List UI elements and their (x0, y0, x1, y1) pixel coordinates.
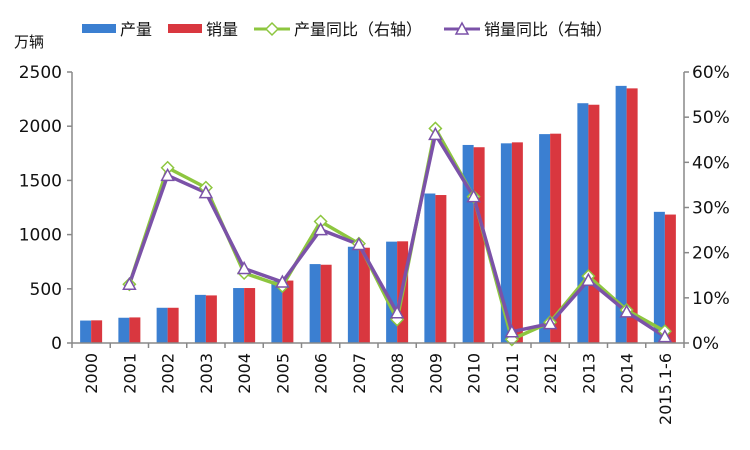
x-tick-label: 2004 (235, 353, 254, 394)
marker-sales-yoy-2009 (428, 126, 443, 141)
bar-production-2004 (233, 288, 245, 343)
bar-production-2007 (347, 246, 359, 343)
legend-swatch (168, 24, 202, 33)
left-tick-label: 2500 (19, 63, 62, 83)
bar-sales-2004 (244, 288, 256, 343)
legend-label: 产量 (120, 20, 152, 39)
marker-sales-yoy-2012 (542, 316, 558, 330)
bar-production-2006 (309, 264, 321, 343)
marker-sales-yoy-2014 (619, 304, 634, 318)
marker-sales-yoy-2007 (351, 236, 367, 251)
bar-sales-2012 (550, 133, 562, 343)
marker-sales-yoy-2010 (466, 189, 481, 203)
bar-production-2003 (194, 294, 206, 343)
legend-label: 销量 (206, 20, 238, 39)
x-tick-label: 2010 (465, 353, 484, 394)
bar-sales-2010 (473, 147, 485, 343)
legend-label: 产量同比（右轴） (294, 20, 422, 39)
marker-sales-yoy-2004 (236, 260, 252, 275)
x-tick-label: 2015.1-6 (656, 353, 675, 425)
bar-production-2005 (271, 281, 283, 343)
x-tick-label: 2012 (541, 353, 560, 394)
diamond-icon (264, 21, 280, 37)
right-tick-label: 10% (692, 289, 730, 309)
x-tick-label: 2014 (618, 353, 637, 394)
bar-production-2013 (577, 103, 589, 343)
marker-sales-yoy-2005 (275, 274, 290, 288)
right-tick-label: 30% (692, 199, 730, 219)
x-tick-label: 2001 (120, 353, 139, 394)
x-tick-label: 2002 (159, 353, 178, 394)
x-tick-label: 2013 (579, 353, 598, 394)
bar-production-2001 (118, 317, 130, 343)
marker-sales-yoy-2001 (122, 276, 137, 291)
bar-production-2000 (80, 320, 92, 343)
bar-sales-2007 (358, 247, 370, 343)
marker-sales-yoy-2006 (313, 222, 328, 236)
triangle-icon (454, 21, 470, 35)
x-tick-label: 2011 (503, 353, 522, 394)
bar-sales-2013 (588, 104, 600, 343)
legend: 产量 销量 产量同比（右轴） 销量同比（右轴） (82, 20, 612, 39)
left-tick-label: 1500 (19, 171, 62, 191)
left-tick-label: 500 (30, 280, 62, 300)
bar-production-2002 (156, 307, 168, 343)
right-tick-label: 0% (692, 334, 719, 354)
left-tick-label: 0 (51, 334, 62, 354)
bar-sales-2000 (91, 320, 103, 343)
left-tick-label: 1000 (19, 226, 62, 246)
bar-sales-2006 (320, 264, 332, 343)
bar-sales-2002 (167, 307, 179, 343)
legend-label: 销量同比（右轴） (484, 20, 612, 39)
right-tick-label: 60% (692, 63, 730, 83)
bar-production-2011 (500, 143, 512, 343)
marker-sales-yoy-2013 (581, 272, 596, 286)
x-tick-label: 2007 (350, 353, 369, 394)
right-tick-label: 40% (692, 153, 730, 173)
x-tick-label: 2008 (388, 353, 407, 394)
left-tick-label: 2000 (19, 117, 62, 137)
right-tick-label: 50% (692, 108, 730, 128)
bar-sales-2011 (511, 142, 523, 343)
x-tick-label: 2009 (426, 353, 445, 394)
bar-sales-2009 (435, 195, 447, 343)
bar-production-2008 (386, 241, 398, 343)
x-tick-label: 2006 (312, 353, 331, 394)
bar-sales-2015.1-6 (664, 214, 676, 343)
bar-sales-2005 (282, 280, 294, 343)
x-tick-label: 2000 (82, 353, 101, 394)
marker-sales-yoy-2015.1-6 (657, 329, 673, 343)
legend-swatch (82, 24, 116, 33)
x-tick-label: 2005 (273, 353, 292, 394)
bar-sales-2001 (129, 317, 141, 343)
bar-production-2009 (424, 193, 436, 343)
marker-sales-yoy-2008 (389, 305, 405, 319)
bar-production-2012 (539, 134, 551, 343)
bar-sales-2003 (205, 295, 217, 343)
bar-production-2015.1-6 (653, 211, 665, 343)
marker-sales-yoy-2002 (160, 167, 175, 182)
bar-production-2010 (462, 144, 474, 343)
marker-sales-yoy-2003 (198, 185, 214, 199)
bar-sales-2014 (626, 88, 638, 343)
y-unit-label: 万辆 (14, 33, 44, 51)
right-tick-label: 20% (692, 244, 730, 264)
x-tick-label: 2003 (197, 353, 216, 394)
bar-production-2014 (615, 85, 627, 344)
marker-sales-yoy-2011 (504, 324, 520, 338)
